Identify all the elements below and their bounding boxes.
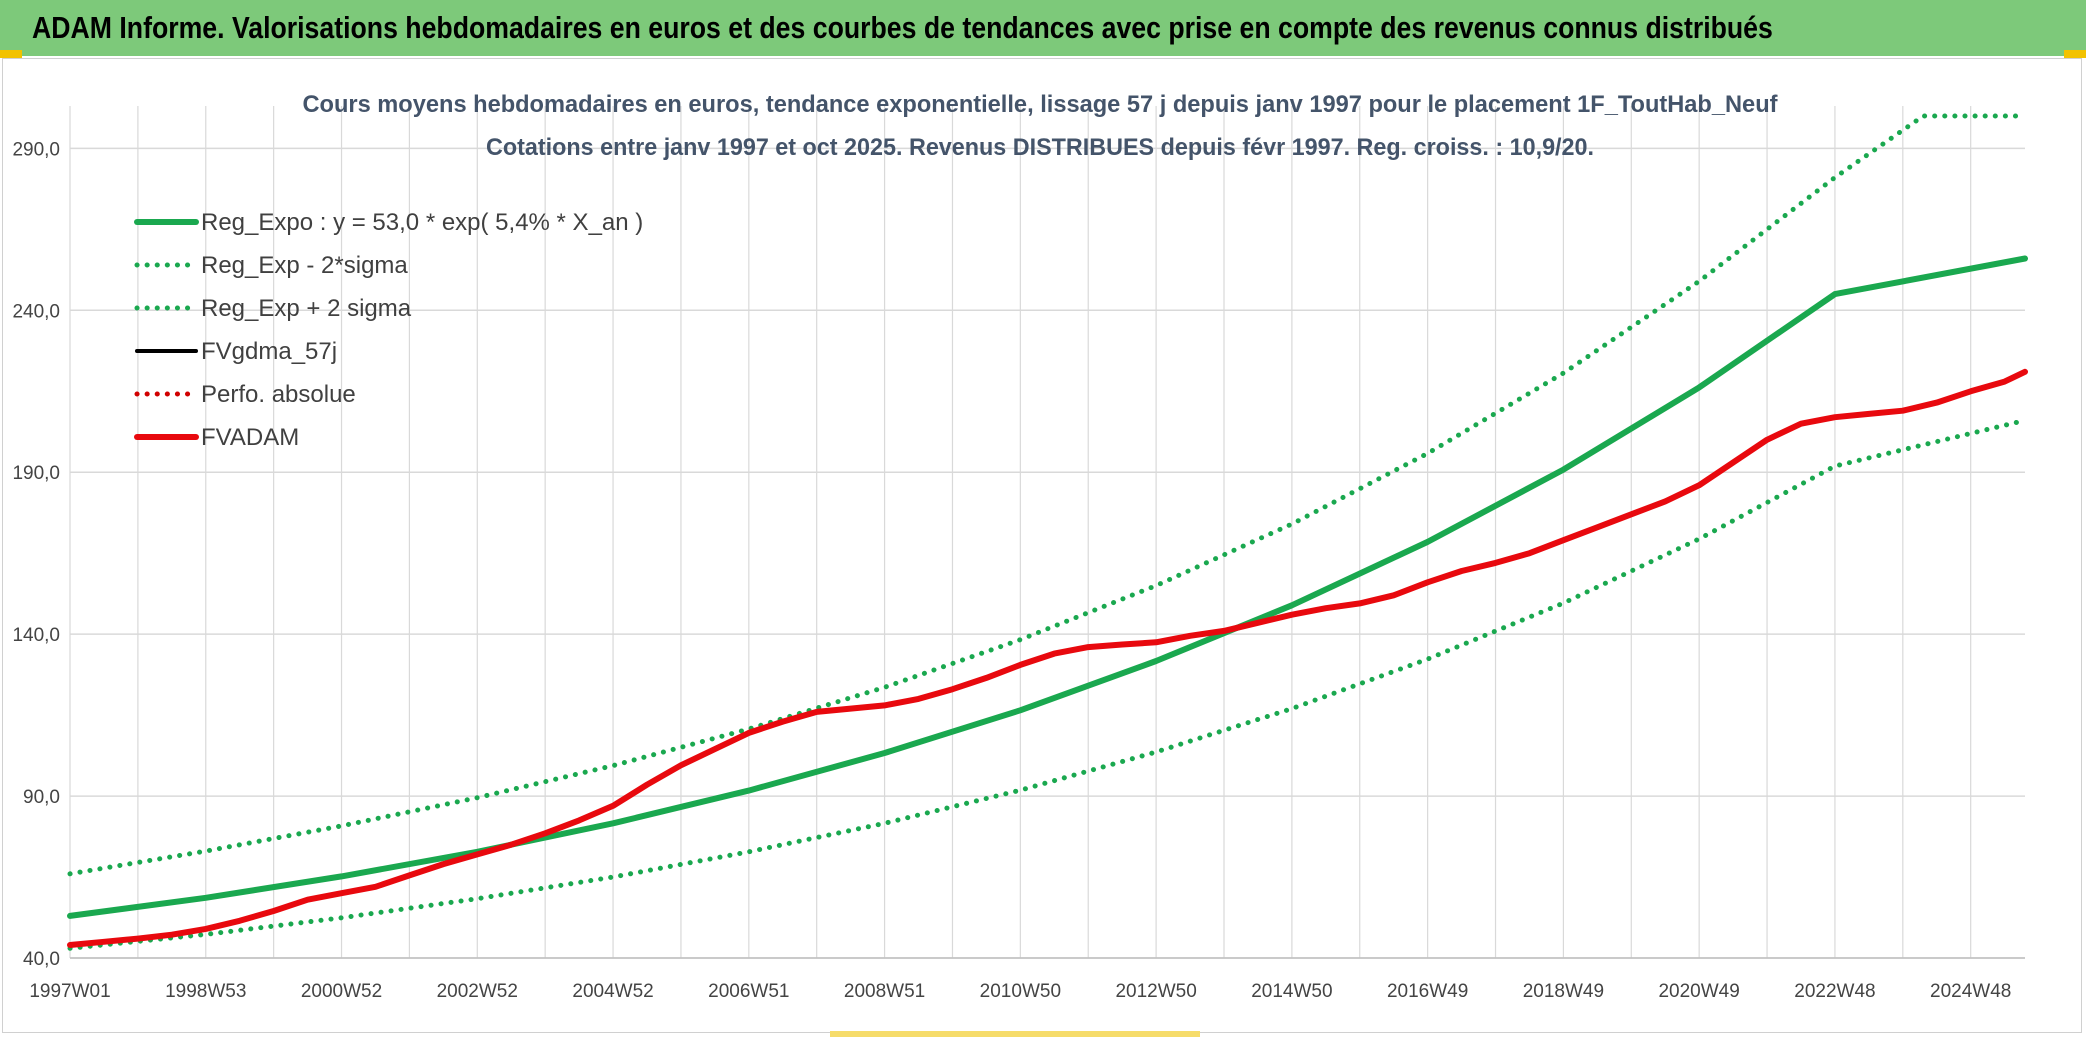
chart-title-line1: Cours moyens hebdomadaires en euros, ten… bbox=[303, 91, 1779, 118]
x-tick-label: 2010W50 bbox=[980, 981, 1061, 1002]
x-axis-ticks: 1997W01 1998W53 2000W52 2002W52 2004W52 2006W… bbox=[29, 981, 2011, 1002]
y-tick-label: 90,0 bbox=[23, 787, 60, 808]
legend-label: Reg_Expo : y = 53,0 * exp( 5,4% * X_an ) bbox=[201, 209, 643, 236]
y-tick-label: 290,0 bbox=[12, 139, 60, 160]
x-tick-label: 2008W51 bbox=[844, 981, 925, 1002]
x-tick-label: 1998W53 bbox=[165, 981, 246, 1002]
x-tick-label: 2006W51 bbox=[708, 981, 789, 1002]
x-tick-label: 2018W49 bbox=[1523, 981, 1604, 1002]
series-line-1 bbox=[67, 417, 2028, 951]
chart-title-line2: Cotations entre janv 1997 et oct 2025. R… bbox=[486, 134, 1594, 161]
series-line-2 bbox=[67, 113, 2028, 877]
x-tick-label: 2024W48 bbox=[1930, 981, 2011, 1002]
legend: Reg_Expo : y = 53,0 * exp( 5,4% * X_an )… bbox=[134, 209, 643, 451]
series-layer bbox=[67, 113, 2028, 951]
y-tick-label: 190,0 bbox=[12, 463, 60, 484]
legend-label: FVgdma_57j bbox=[201, 338, 337, 365]
legend-label: FVADAM bbox=[201, 424, 299, 451]
x-tick-label: 2022W48 bbox=[1794, 981, 1875, 1002]
x-tick-label: 2002W52 bbox=[437, 981, 518, 1002]
x-tick-label: 2020W49 bbox=[1658, 981, 1739, 1002]
chart-frame bbox=[2, 58, 2082, 1033]
legend-label: Perfo. absolue bbox=[201, 381, 356, 408]
x-tick-label: 2016W49 bbox=[1387, 981, 1468, 1002]
legend-label: Reg_Exp - 2*sigma bbox=[201, 252, 408, 279]
header-band: ADAM Informe. Valorisations hebdomadaire… bbox=[0, 0, 2086, 58]
x-tick-label: 2012W50 bbox=[1115, 981, 1196, 1002]
series-line-0 bbox=[67, 255, 2028, 919]
bottom-mark bbox=[830, 1031, 1200, 1037]
y-axis-ticks: 40,0 90,0 140,0 190,0 240,0 290,0 bbox=[12, 139, 60, 970]
x-tick-label: 2014W50 bbox=[1251, 981, 1332, 1002]
header-title: ADAM Informe. Valorisations hebdomadaire… bbox=[32, 10, 1773, 45]
y-tick-label: 140,0 bbox=[12, 625, 60, 646]
legend-label: Reg_Exp + 2 sigma bbox=[201, 295, 412, 322]
series-line-5 bbox=[67, 368, 2028, 948]
x-tick-label: 2000W52 bbox=[301, 981, 382, 1002]
y-tick-label: 40,0 bbox=[23, 949, 60, 970]
grid-layer bbox=[69, 106, 2025, 959]
y-tick-label: 240,0 bbox=[12, 301, 60, 322]
x-tick-label: 1997W01 bbox=[29, 981, 110, 1002]
header-corner-right bbox=[2064, 50, 2086, 58]
x-tick-label: 2004W52 bbox=[572, 981, 653, 1002]
header-corner-left bbox=[0, 50, 22, 58]
